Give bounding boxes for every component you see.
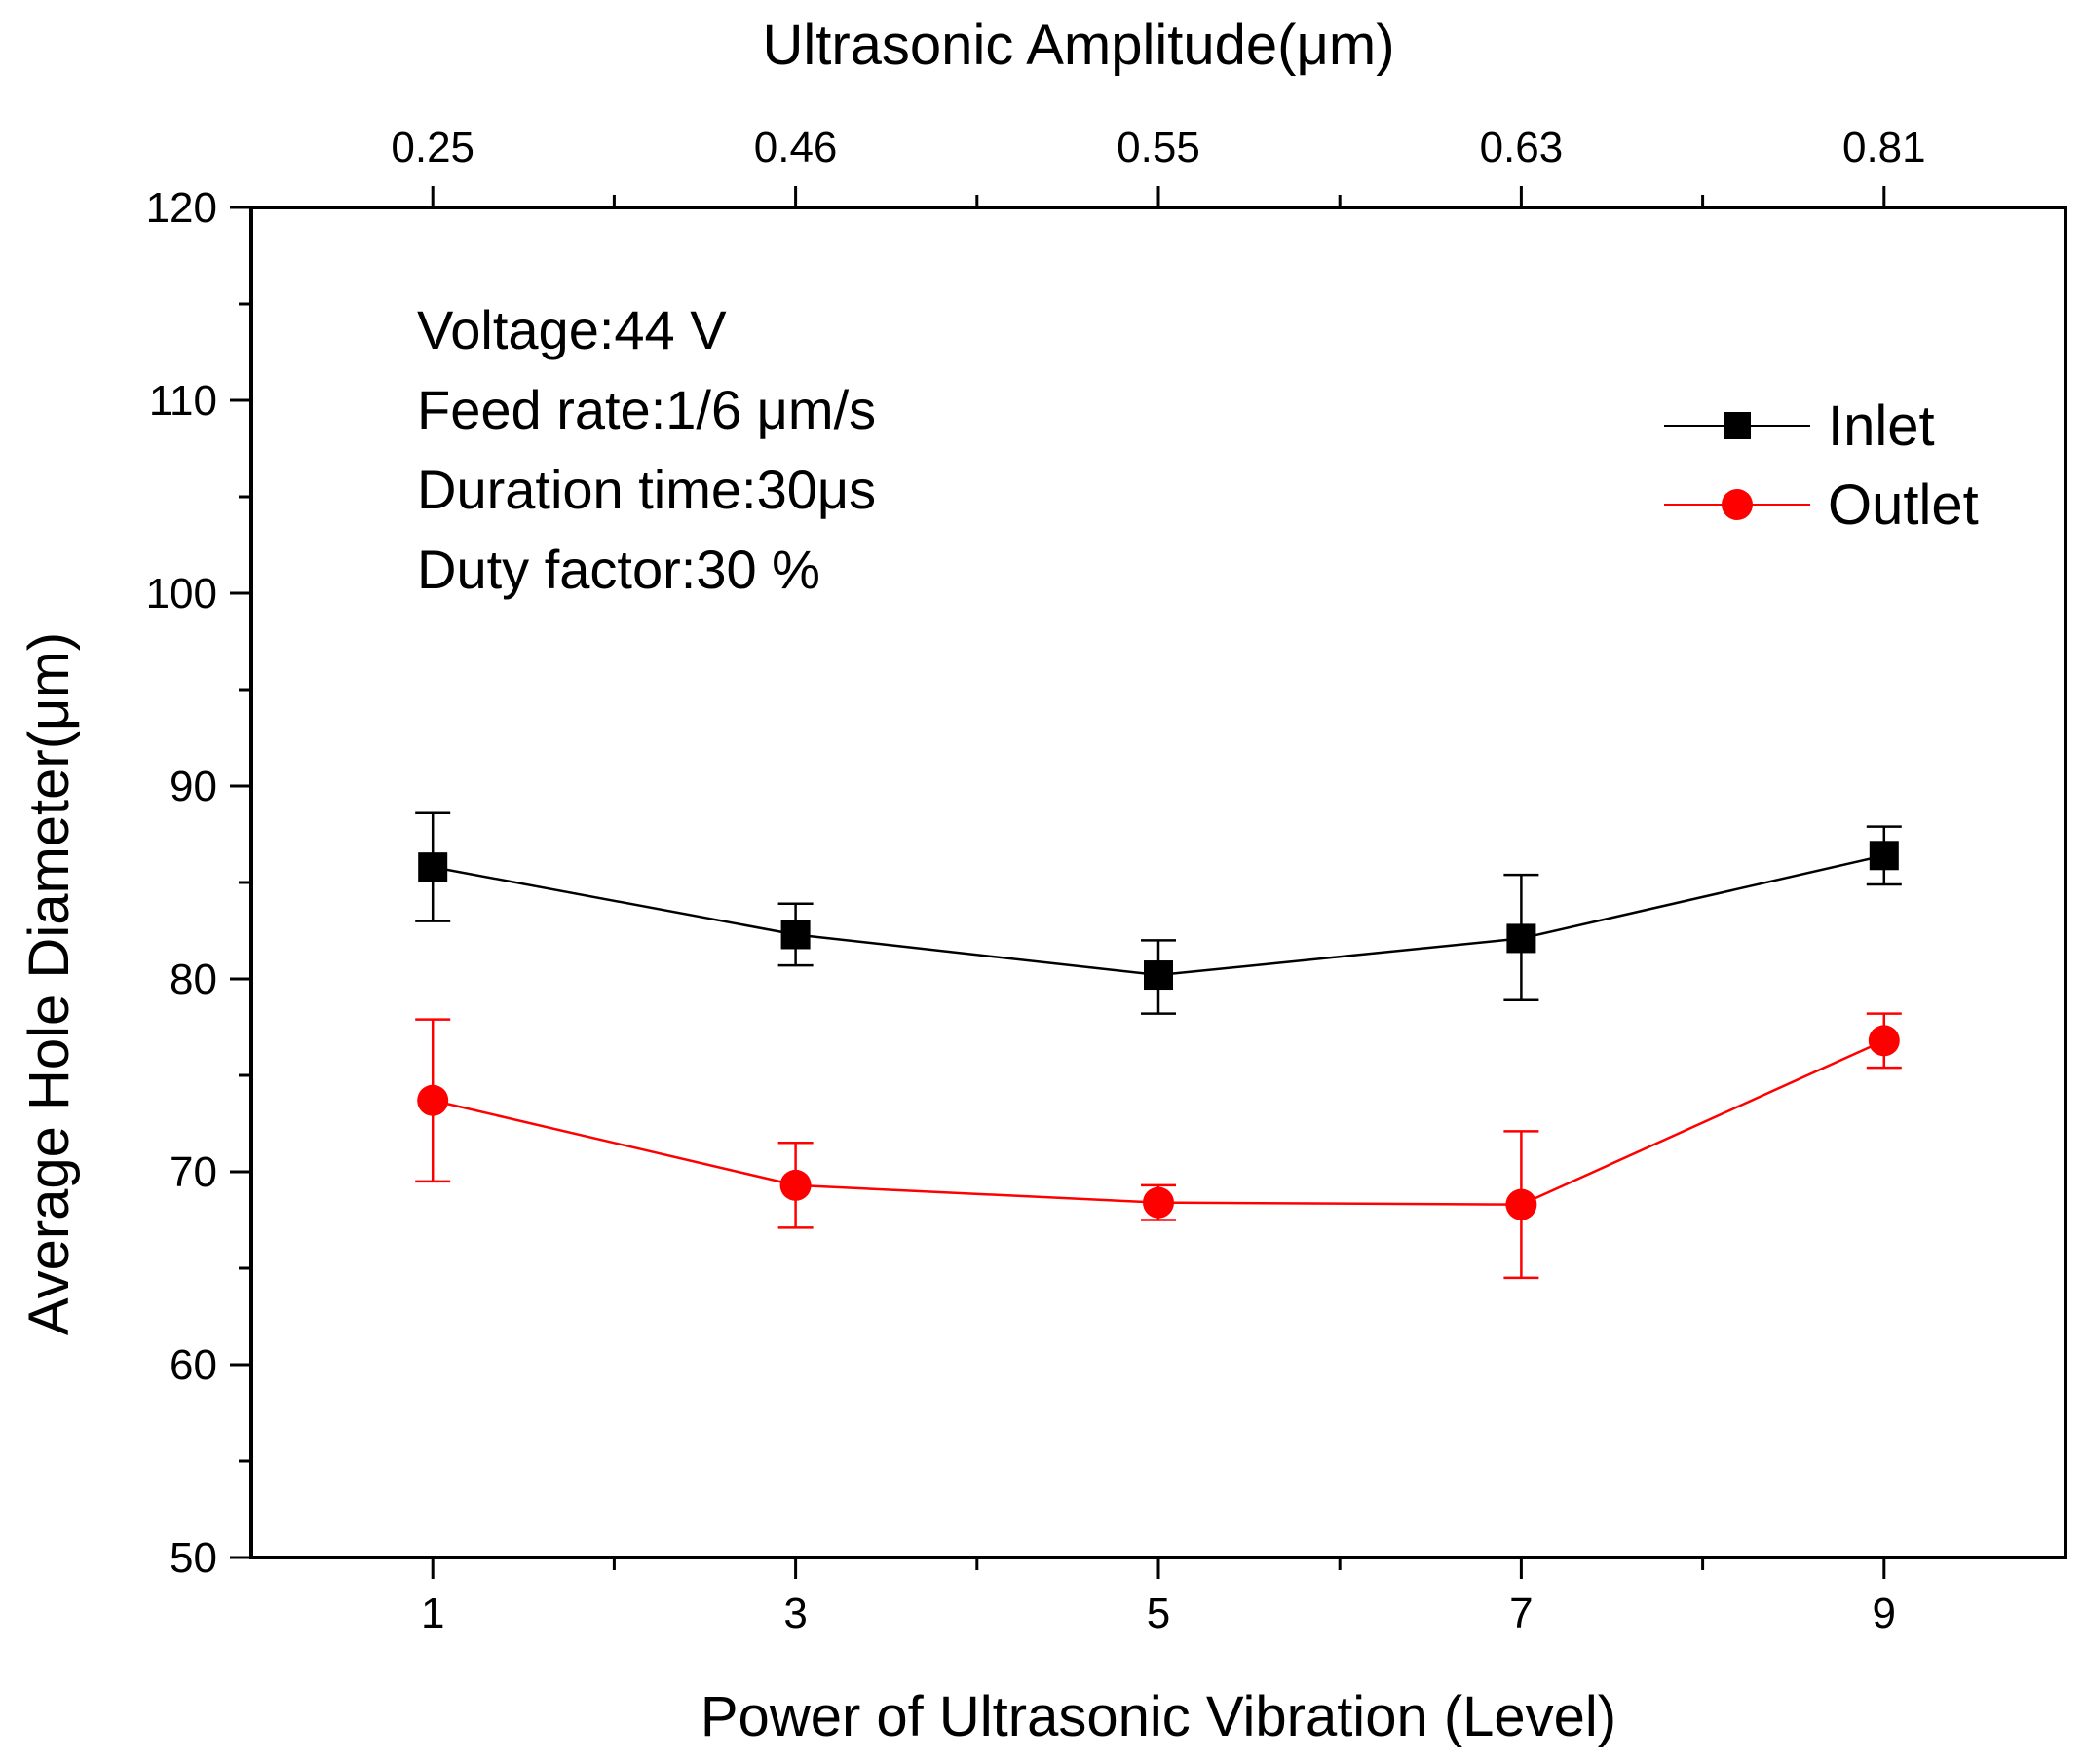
y-tick-label: 120 xyxy=(146,184,217,232)
x2-tick-label: 0.46 xyxy=(754,124,838,171)
inlet-point xyxy=(780,920,811,950)
axis-ticks xyxy=(230,186,1886,1579)
x-tick-label: 9 xyxy=(1873,1590,1896,1637)
legend-inlet-marker xyxy=(1724,412,1751,439)
x-tick-label: 1 xyxy=(421,1590,444,1637)
y-tick-label: 110 xyxy=(149,377,217,425)
y-axis-title: Average Hole Diameter(μm) xyxy=(18,632,81,1335)
outlet-point xyxy=(1505,1188,1537,1220)
inlet-point xyxy=(1869,841,1899,871)
y-tick-label: 50 xyxy=(170,1534,217,1582)
legend-outlet-marker xyxy=(1722,489,1753,520)
x2-tick-label: 0.81 xyxy=(1842,124,1926,171)
annotation-duration-time: Duration time:30μs xyxy=(417,459,876,520)
annotation-duty-factor: Duty factor:30 % xyxy=(417,539,820,600)
x2-tick-label: 0.63 xyxy=(1480,124,1564,171)
legend-inlet-label: Inlet xyxy=(1828,394,1935,458)
legend-outlet-label: Outlet xyxy=(1828,473,1979,537)
y-tick-label: 90 xyxy=(170,763,217,810)
series-outlet xyxy=(415,1012,1902,1280)
y-tick-label: 80 xyxy=(170,956,217,1003)
tick-labels: 1 3 5 7 9 0.25 0.46 0.55 0.63 0.81 50 60 70 80 90 100 11… xyxy=(146,124,1926,1637)
x-tick-label: 7 xyxy=(1509,1590,1533,1637)
y-tick-label: 60 xyxy=(170,1341,217,1389)
y-tick-label: 70 xyxy=(170,1148,217,1196)
inlet-point xyxy=(418,852,448,882)
series-inlet xyxy=(415,811,1902,1015)
inlet-point xyxy=(1506,923,1536,954)
inlet-point xyxy=(1144,960,1173,991)
x2-tick-label: 0.25 xyxy=(391,124,474,171)
x-axis-title: Power of Ultrasonic Vibration (Level) xyxy=(701,1685,1616,1748)
outlet-point xyxy=(1868,1025,1900,1057)
top-x-axis-title: Ultrasonic Amplitude(μm) xyxy=(762,14,1394,77)
outlet-point xyxy=(779,1169,812,1201)
annotation-feed-rate: Feed rate:1/6 μm/s xyxy=(417,379,876,440)
x-tick-label: 3 xyxy=(783,1590,807,1637)
annotation-voltage: Voltage:44 V xyxy=(417,299,727,360)
x-tick-label: 5 xyxy=(1147,1590,1170,1637)
outlet-point xyxy=(417,1084,449,1116)
x2-tick-label: 0.55 xyxy=(1117,124,1200,171)
annotation-block: Voltage:44 V Feed rate:1/6 μm/s Duration… xyxy=(417,299,876,600)
y-tick-label: 100 xyxy=(146,570,217,618)
outlet-point xyxy=(1143,1186,1174,1219)
series-layer xyxy=(415,811,1902,1280)
legend: Inlet Outlet xyxy=(1664,394,1979,537)
outlet-line xyxy=(432,1039,1885,1206)
